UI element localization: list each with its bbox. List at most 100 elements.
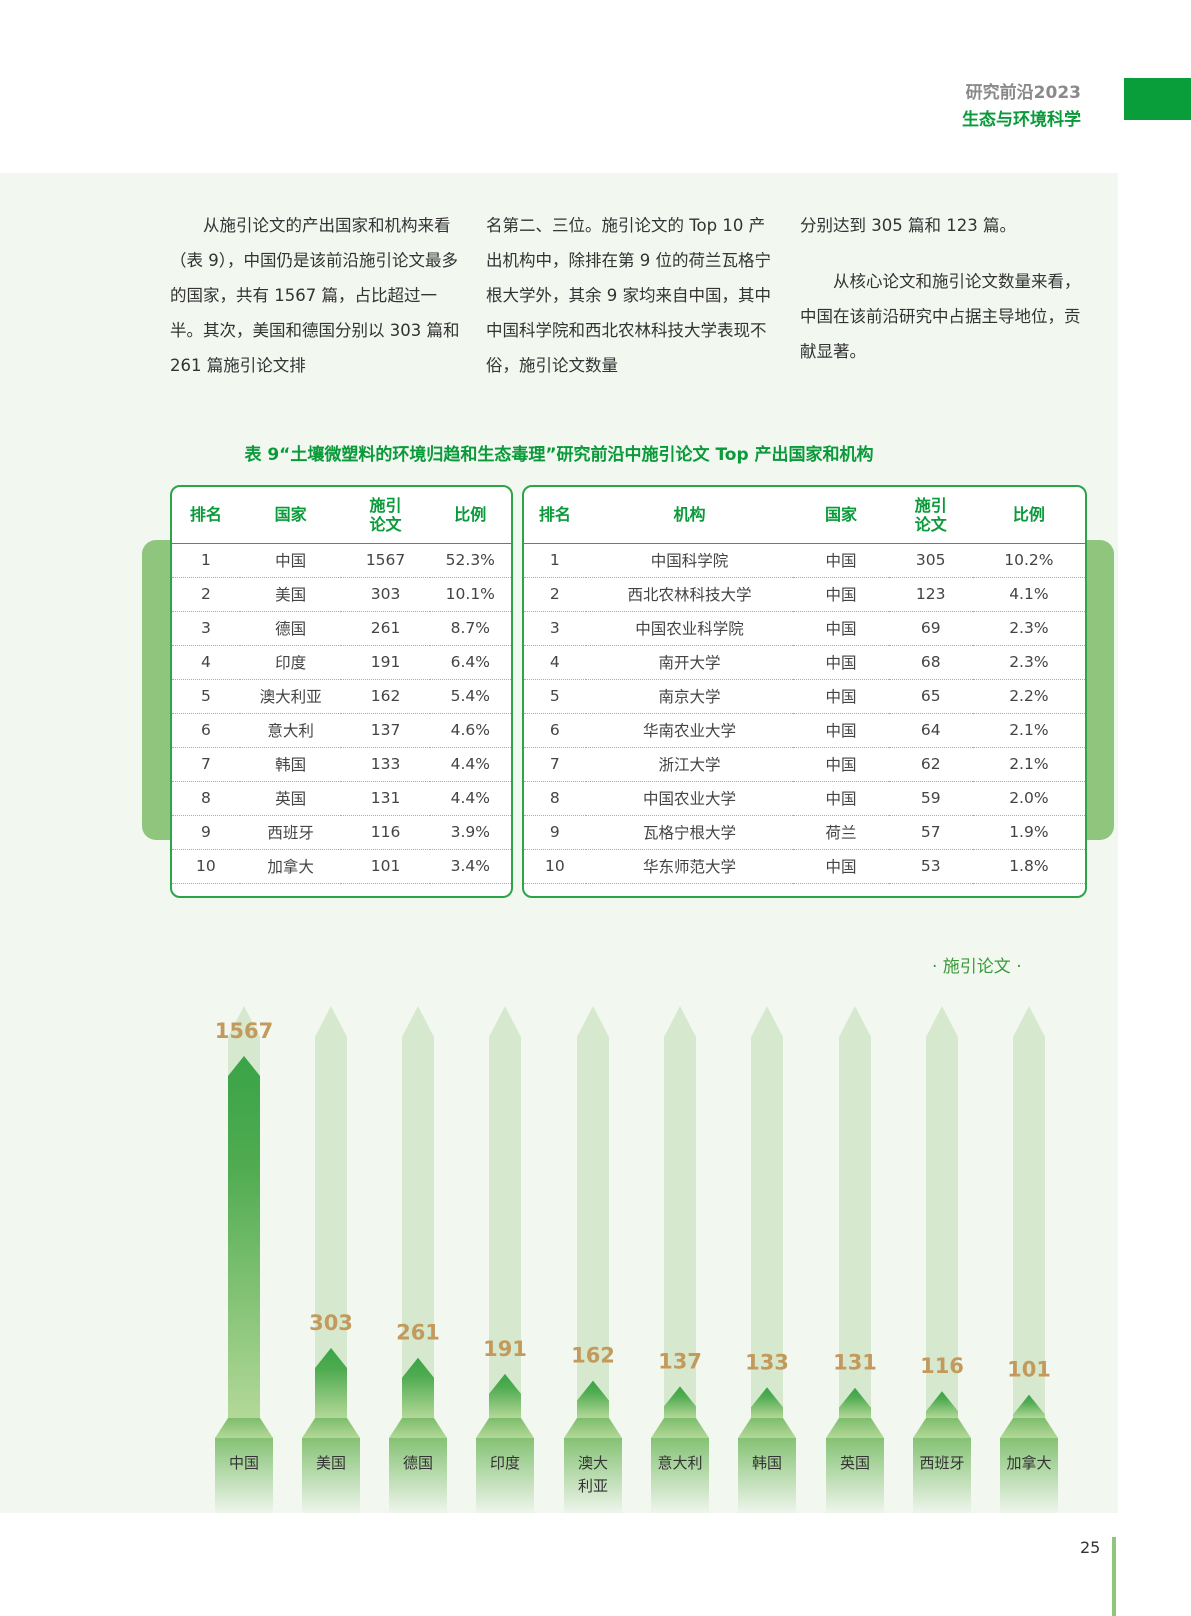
table-cell: 6.4% <box>429 645 511 680</box>
table-cell: 133 <box>341 747 430 782</box>
table-cell: 西班牙 <box>239 815 342 850</box>
table-cell: 2.1% <box>972 713 1085 748</box>
table-cell: 1 <box>172 543 240 578</box>
value-label: 133 <box>745 1350 789 1374</box>
table-row: 2 西北农林科技大学 中国 123 4.1% <box>524 577 1085 612</box>
table-cell: 中国 <box>793 611 889 646</box>
bar-group: 191 印度 <box>476 1006 534 1513</box>
table-row: 1 中国科学院 中国 305 10.2% <box>524 543 1085 578</box>
table-cell: 2 <box>524 577 586 612</box>
page-edge-bar <box>1112 1537 1116 1616</box>
bar-group: 162 澳大利亚 <box>564 1006 622 1513</box>
table-cell: 53 <box>888 849 973 884</box>
table-cell: 1.9% <box>972 815 1085 850</box>
table-cell: 4 <box>524 645 586 680</box>
bar-group: 131 英国 <box>826 1006 884 1513</box>
table-cell: 69 <box>888 611 973 646</box>
bar <box>489 1373 521 1418</box>
table-cell: 中国 <box>793 679 889 714</box>
table-cell: 中国 <box>793 543 889 578</box>
table-cell: 4 <box>172 645 240 680</box>
table-cell: 4.6% <box>429 713 511 748</box>
citing-papers-chart: 1567中国303美国261德国191印度162澳大利亚137意大利133韩国1… <box>215 1006 1058 1513</box>
category-label: 德国 <box>403 1454 433 1472</box>
paragraph: 从核心论文和施引论文数量来看，中国在该前沿研究中占据主导地位，贡献显著。 <box>800 272 1081 361</box>
bar-foot <box>476 1438 534 1513</box>
table-cell: 3.4% <box>429 849 511 884</box>
table-cell: 4.4% <box>429 747 511 782</box>
table-cell: 2.1% <box>972 747 1085 782</box>
table-cell: 4.4% <box>429 781 511 816</box>
table-cell: 美国 <box>239 577 342 612</box>
table-cell: 5.4% <box>429 679 511 714</box>
table-cell: 9 <box>172 815 240 850</box>
value-label: 116 <box>920 1354 964 1378</box>
table-row: 8 英国 131 4.4% <box>172 781 511 816</box>
bar-foot <box>564 1438 622 1513</box>
value-label: 137 <box>658 1349 702 1373</box>
bar-group: 133 韩国 <box>738 1006 796 1513</box>
bar-base <box>302 1418 360 1438</box>
category-label: 中国 <box>229 1454 259 1472</box>
table-cell: 中国农业科学院 <box>585 611 794 646</box>
table-cell: 6 <box>524 713 586 748</box>
table-cell: 261 <box>341 611 430 646</box>
bar-group: 261 德国 <box>389 1006 447 1513</box>
header-color-block <box>1124 78 1191 120</box>
column-header: 机构 <box>585 487 794 544</box>
table-title: 表 9“土壤微塑料的环境归趋和生态毒理”研究前沿中施引论文 Top 产出国家和机… <box>244 445 874 465</box>
table-cell: 5 <box>172 679 240 714</box>
value-label: 162 <box>571 1344 615 1368</box>
value-label: 303 <box>309 1311 353 1335</box>
table-cell: 2 <box>172 577 240 612</box>
table-cell: 1.8% <box>972 849 1085 884</box>
paragraph: 分别达到 305 篇和 123 篇。 <box>800 216 1016 235</box>
table-cell: 303 <box>341 577 430 612</box>
bar <box>577 1380 609 1418</box>
column-header: 施引 论文 <box>888 487 973 544</box>
column-header: 比例 <box>429 487 511 544</box>
category-label: 西班牙 <box>919 1454 964 1472</box>
table-cell: 华南农业大学 <box>585 713 794 748</box>
bar-track <box>751 1006 783 1418</box>
bar-base <box>651 1418 709 1438</box>
table-cell: 4.1% <box>972 577 1085 612</box>
table-cell: 57 <box>888 815 973 850</box>
text-column-3: 分别达到 305 篇和 123 篇。从核心论文和施引论文数量来看，中国在该前沿研… <box>800 208 1090 369</box>
table-cell: 中国 <box>793 713 889 748</box>
table-cell: 浙江大学 <box>585 747 794 782</box>
table-cell: 8.7% <box>429 611 511 646</box>
bar <box>664 1386 696 1418</box>
bar-track <box>577 1006 609 1418</box>
bar <box>751 1387 783 1418</box>
table-cell: 59 <box>888 781 973 816</box>
bar-foot <box>738 1438 796 1513</box>
bar-track <box>926 1006 958 1418</box>
table-row: 9 西班牙 116 3.9% <box>172 815 511 850</box>
table-cell: 62 <box>888 747 973 782</box>
series-title: 研究前沿2023 <box>965 83 1081 103</box>
bar-foot <box>651 1438 709 1513</box>
table-row: 2 美国 303 10.1% <box>172 577 511 612</box>
bar <box>315 1348 347 1418</box>
institution-table: 排名 机构 国家 施引 论文 比例 1 中国科学院 中国 305 10.2% 2 西北农林科技大学 中国 1… <box>522 485 1087 898</box>
table-row: 6 意大利 137 4.6% <box>172 713 511 748</box>
bar-foot <box>1000 1438 1058 1513</box>
table-cell: 8 <box>172 781 240 816</box>
table-cell: 1567 <box>341 543 430 578</box>
bar-group: 116 西班牙 <box>913 1006 971 1513</box>
bar <box>1013 1394 1045 1418</box>
table-row: 9 瓦格宁根大学 荷兰 57 1.9% <box>524 815 1085 850</box>
bar-base <box>738 1418 796 1438</box>
value-label: 131 <box>833 1351 877 1375</box>
table-cell: 123 <box>888 577 973 612</box>
value-label: 261 <box>396 1321 440 1345</box>
table-row: 7 韩国 133 4.4% <box>172 747 511 782</box>
table-cell: 5 <box>524 679 586 714</box>
column-header: 施引 论文 <box>341 487 430 544</box>
running-header: 研究前沿2023 生态与环境科学 <box>962 78 1081 130</box>
table-cell: 305 <box>888 543 973 578</box>
paragraph: 名第二、三位。施引论文的 Top 10 产出机构中，除排在第 9 位的荷兰瓦格宁… <box>486 216 771 375</box>
text-column-2: 名第二、三位。施引论文的 Top 10 产出机构中，除排在第 9 位的荷兰瓦格宁… <box>486 208 776 383</box>
bar <box>228 1056 260 1418</box>
